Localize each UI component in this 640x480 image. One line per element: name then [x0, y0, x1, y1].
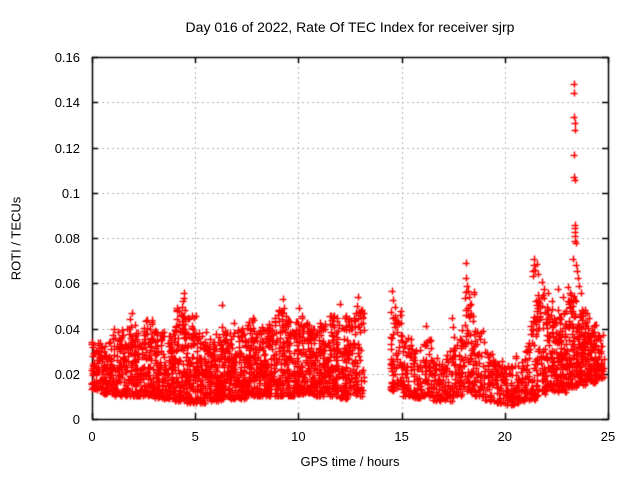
x-tick-label: 25 — [600, 429, 616, 444]
y-tick-label: 0 — [72, 412, 80, 427]
y-tick-label: 0.02 — [54, 366, 80, 382]
x-tick-label: 0 — [88, 429, 96, 444]
y-tick-label: 0.06 — [54, 276, 80, 292]
y-tick-label: 0.1 — [61, 185, 80, 201]
y-tick-label: 0.04 — [54, 321, 80, 337]
y-tick-label: 0.14 — [54, 95, 80, 111]
x-axis-label: GPS time / hours — [300, 454, 400, 469]
x-tick-label: 5 — [191, 429, 199, 444]
y-tick-label: 0.12 — [54, 140, 80, 156]
chart-title: Day 016 of 2022, Rate Of TEC Index for r… — [185, 19, 515, 35]
y-tick-label: 0.16 — [54, 50, 80, 65]
y-tick-label: 0.08 — [54, 231, 80, 246]
x-tick-label: 20 — [497, 429, 513, 444]
x-tick-label: 15 — [394, 429, 409, 444]
x-tick-label: 10 — [291, 429, 306, 444]
